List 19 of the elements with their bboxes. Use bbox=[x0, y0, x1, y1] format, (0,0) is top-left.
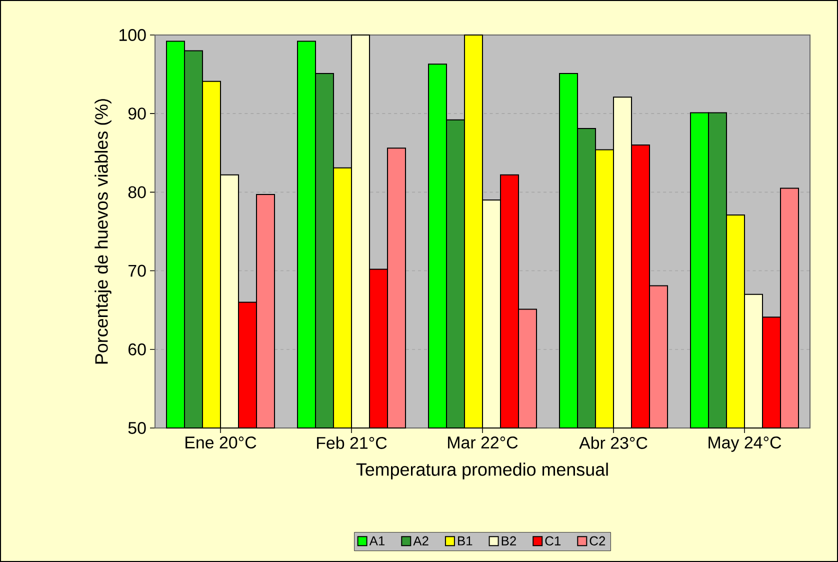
legend-label: A1 bbox=[369, 536, 385, 546]
x-tick-label: May 24°C bbox=[708, 436, 782, 452]
x-axis-title: Temperatura promedio mensual bbox=[356, 462, 608, 480]
x-tick-label: Feb 21°C bbox=[317, 436, 387, 449]
y-tick-label: 60 bbox=[128, 343, 146, 356]
y-tick-label: 90 bbox=[128, 108, 146, 120]
legend-label: B1 bbox=[458, 536, 472, 546]
legend-label: B2 bbox=[502, 536, 516, 546]
y-axis-title: Porcentaje de huevos viables (%) bbox=[94, 99, 112, 364]
x-tick-label: Ene 20°C bbox=[186, 436, 256, 448]
y-tick-label: 100 bbox=[120, 28, 146, 41]
legend-label: C2 bbox=[590, 536, 606, 546]
y-tick-label: 50 bbox=[128, 422, 146, 434]
y-tick-label: 80 bbox=[128, 186, 146, 198]
legend-label: A2 bbox=[413, 536, 428, 546]
x-tick-label: Abr 23°C bbox=[579, 436, 648, 449]
x-tick-label: Mar 22°C bbox=[448, 436, 518, 448]
y-tick-label: 70 bbox=[128, 264, 146, 277]
legend-label: C1 bbox=[545, 536, 561, 546]
